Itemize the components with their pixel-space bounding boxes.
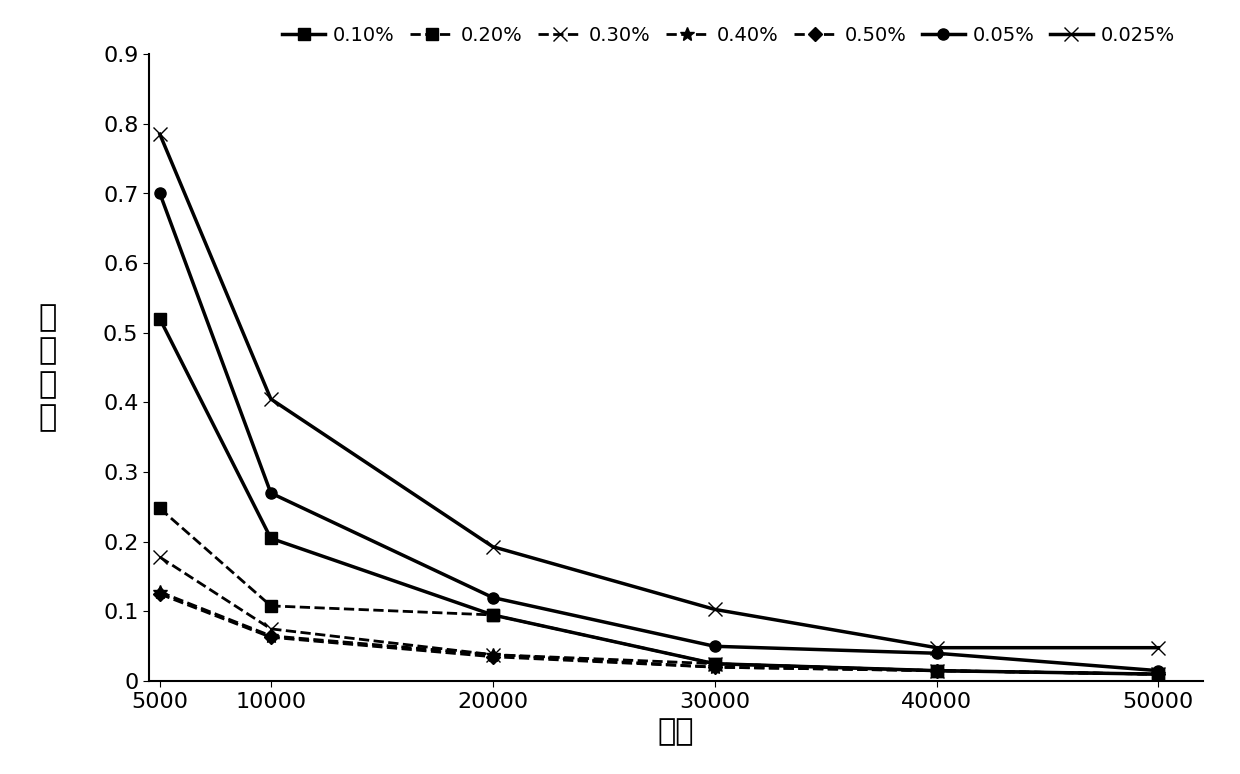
0.025% [707, 604, 722, 614]
X-axis label: 粒数: 粒数 [657, 717, 694, 746]
0.05% [485, 593, 500, 602]
0.30% [153, 553, 167, 562]
0.20% [485, 610, 500, 619]
Line: 0.30%: 0.30% [153, 550, 1166, 681]
0.40% [929, 666, 944, 675]
0.40% [485, 650, 500, 659]
0.30% [707, 659, 722, 668]
0.40% [153, 587, 167, 597]
0.50% [1151, 670, 1166, 679]
Line: 0.50%: 0.50% [155, 589, 1163, 679]
0.30% [263, 624, 278, 633]
0.20% [707, 659, 722, 668]
0.30% [929, 666, 944, 675]
0.40% [263, 632, 278, 641]
0.05% [707, 642, 722, 651]
0.30% [485, 650, 500, 659]
0.50% [707, 663, 722, 672]
0.05% [1151, 666, 1166, 675]
0.025% [263, 394, 278, 403]
0.40% [707, 663, 722, 672]
0.50% [485, 652, 500, 661]
0.20% [1151, 670, 1166, 679]
Line: 0.025%: 0.025% [153, 128, 1166, 655]
0.10% [153, 314, 167, 324]
0.025% [929, 643, 944, 652]
0.20% [153, 504, 167, 513]
0.10% [707, 659, 722, 668]
0.05% [929, 649, 944, 658]
0.05% [153, 189, 167, 198]
Line: 0.20%: 0.20% [154, 503, 1164, 680]
0.50% [153, 590, 167, 599]
0.50% [929, 666, 944, 675]
0.10% [1151, 670, 1166, 679]
0.10% [485, 610, 500, 619]
Line: 0.05%: 0.05% [154, 188, 1164, 676]
0.025% [153, 129, 167, 139]
Legend: 0.10%, 0.20%, 0.30%, 0.40%, 0.50%, 0.05%, 0.025%: 0.10%, 0.20%, 0.30%, 0.40%, 0.50%, 0.05%… [277, 20, 1180, 50]
0.10% [263, 534, 278, 543]
Line: 0.40%: 0.40% [153, 585, 1166, 681]
0.025% [1151, 643, 1166, 652]
0.20% [263, 601, 278, 611]
0.40% [1151, 670, 1166, 679]
0.30% [1151, 670, 1166, 679]
0.50% [263, 632, 278, 642]
Line: 0.10%: 0.10% [154, 313, 1164, 680]
0.10% [929, 666, 944, 675]
Y-axis label: 偏
离
系
数: 偏 离 系 数 [38, 303, 57, 433]
0.20% [929, 666, 944, 675]
0.025% [485, 542, 500, 551]
0.05% [263, 488, 278, 498]
